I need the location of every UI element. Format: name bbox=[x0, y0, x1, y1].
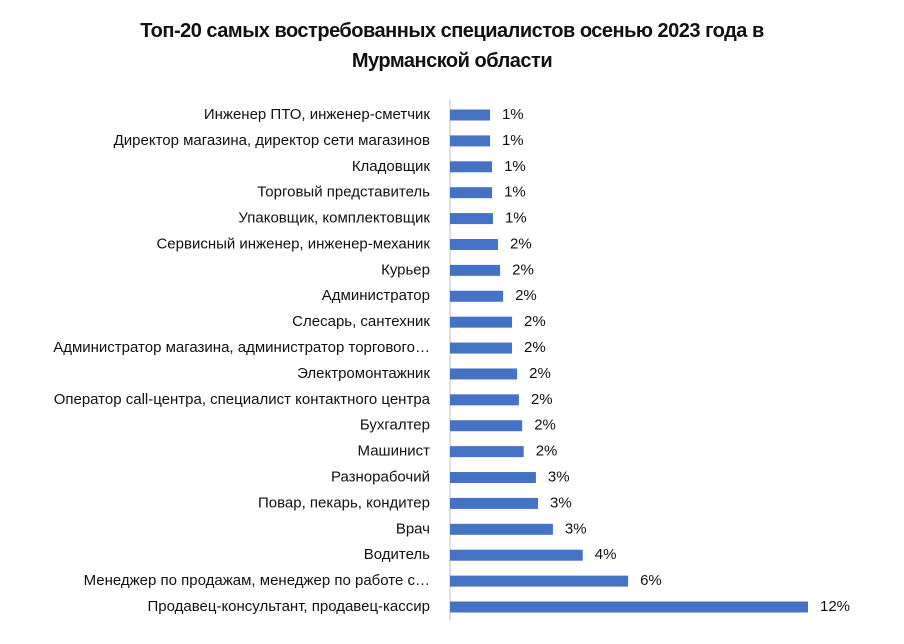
value-label: 1% bbox=[504, 184, 526, 201]
bar bbox=[450, 238, 499, 250]
category-label: Врач bbox=[396, 520, 430, 537]
value-label: 4% bbox=[595, 546, 617, 563]
value-label: 2% bbox=[529, 365, 551, 382]
value-label: 2% bbox=[531, 391, 553, 408]
category-label: Торговый представитель bbox=[257, 184, 430, 201]
category-label: Бухгалтер bbox=[360, 417, 430, 434]
category-label: Курьер bbox=[381, 261, 430, 278]
value-label: 2% bbox=[515, 287, 537, 304]
category-label: Менеджер по продажам, менеджер по работе… bbox=[84, 572, 430, 589]
bar bbox=[450, 601, 808, 613]
bar bbox=[450, 446, 524, 458]
bar bbox=[450, 368, 518, 380]
category-label: Слесарь, сантехник bbox=[292, 313, 430, 330]
bar bbox=[450, 575, 629, 587]
category-label: Повар, пекарь, кондитер bbox=[258, 494, 430, 511]
bar bbox=[450, 161, 493, 173]
value-label: 1% bbox=[504, 158, 526, 175]
value-label: 2% bbox=[524, 313, 546, 330]
category-label: Директор магазина, директор сети магазин… bbox=[114, 132, 430, 149]
bar bbox=[450, 394, 519, 406]
value-label: 1% bbox=[502, 106, 524, 123]
value-label: 2% bbox=[524, 339, 546, 356]
value-label: 1% bbox=[502, 132, 524, 149]
bar bbox=[450, 342, 513, 354]
bar bbox=[450, 290, 504, 302]
value-label: 12% bbox=[820, 598, 850, 615]
value-label: 2% bbox=[536, 443, 558, 460]
bar bbox=[450, 472, 536, 484]
category-label: Продавец-консультант, продавец-кассир bbox=[147, 598, 430, 615]
category-label: Инженер ПТО, инженер-сметчик bbox=[204, 106, 431, 123]
bar bbox=[450, 420, 523, 432]
bar bbox=[450, 549, 583, 561]
value-label: 3% bbox=[548, 468, 570, 485]
value-label: 3% bbox=[565, 520, 587, 537]
value-label: 6% bbox=[640, 572, 662, 589]
category-label: Сервисный инженер, инженер-механик bbox=[156, 235, 430, 252]
value-label: 2% bbox=[512, 261, 534, 278]
bar bbox=[450, 187, 493, 199]
bar bbox=[450, 109, 490, 121]
bar bbox=[450, 213, 493, 225]
category-label: Машинист bbox=[358, 443, 431, 460]
chart-title: Топ-20 самых востребованных специалистов… bbox=[140, 20, 764, 72]
category-label: Кладовщик bbox=[352, 158, 431, 175]
category-label: Администратор магазина, администратор то… bbox=[53, 339, 430, 356]
value-label: 1% bbox=[505, 210, 527, 227]
bar bbox=[450, 135, 490, 147]
bar bbox=[450, 523, 553, 535]
category-label: Администратор bbox=[322, 287, 430, 304]
bar bbox=[450, 316, 513, 328]
category-label: Оператор call-центра, специалист контакт… bbox=[54, 391, 431, 408]
category-label: Водитель bbox=[364, 546, 430, 563]
value-label: 2% bbox=[510, 235, 532, 252]
bar bbox=[450, 264, 501, 276]
value-label: 2% bbox=[534, 417, 556, 434]
bar bbox=[450, 497, 539, 509]
category-label: Электромонтажник bbox=[297, 365, 430, 382]
category-label: Разнорабочий bbox=[331, 468, 430, 485]
category-label: Упаковщик, комплектовщик bbox=[238, 210, 430, 227]
value-label: 3% bbox=[550, 494, 572, 511]
